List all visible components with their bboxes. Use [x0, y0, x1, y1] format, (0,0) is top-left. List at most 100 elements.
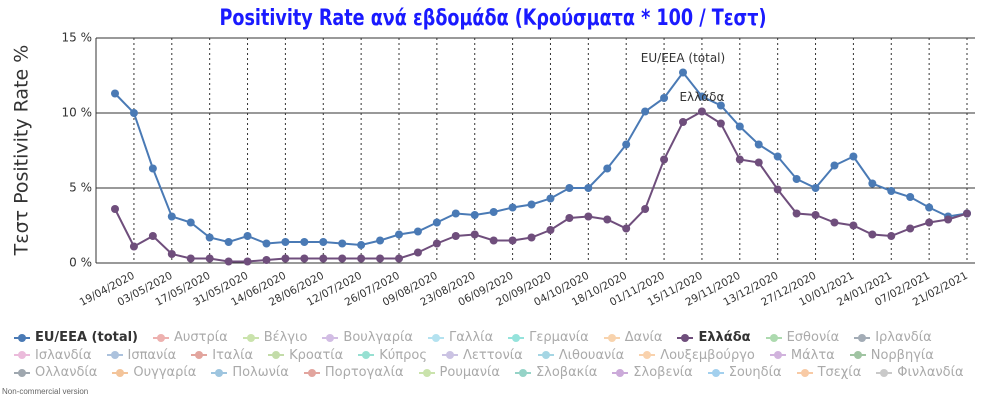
- legend-item[interactable]: Ισπανία: [106, 347, 177, 365]
- legend-swatch: [677, 333, 694, 343]
- legend-item[interactable]: Ιρλανδία: [854, 329, 932, 347]
- data-point: [243, 257, 252, 266]
- legend-label: Ελλάδα: [698, 330, 751, 345]
- legend-item[interactable]: Τσεχία: [796, 364, 861, 382]
- legend-item[interactable]: Ουγγαρία: [112, 364, 196, 382]
- data-point: [319, 238, 328, 246]
- legend-item[interactable]: Σλοβενία: [612, 364, 693, 382]
- data-point: [451, 209, 460, 218]
- chart: Positivity Rate ανά εβδομάδα (Κρούσματα …: [11, 6, 975, 309]
- data-point: [167, 250, 176, 258]
- data-point: [679, 68, 687, 77]
- legend-item[interactable]: Λεττονία: [441, 347, 523, 365]
- legend-label: Γαλλία: [448, 330, 494, 345]
- data-point: [868, 230, 877, 239]
- legend-item[interactable]: Ισλανδία: [14, 347, 92, 365]
- legend-swatch: [508, 333, 525, 343]
- legend-label: Λιθουανία: [558, 347, 625, 363]
- data-point: [205, 254, 214, 263]
- legend-item[interactable]: Αυστρία: [153, 329, 228, 347]
- data-point: [262, 256, 271, 264]
- legend-item[interactable]: Βέλγιο: [242, 329, 308, 347]
- data-point: [148, 164, 157, 173]
- data-point: [697, 107, 706, 116]
- legend-label: Ισλανδία: [35, 347, 92, 363]
- legend-item[interactable]: Ιταλία: [191, 347, 253, 365]
- legend-label: Κροατία: [289, 347, 344, 363]
- legend-label: Λεττονία: [462, 347, 523, 363]
- data-point: [129, 109, 138, 117]
- legend-item[interactable]: Βουλγαρία: [322, 329, 413, 347]
- data-point: [716, 101, 725, 110]
- data-point: [413, 227, 422, 236]
- data-point: [357, 254, 366, 263]
- data-point: [470, 230, 479, 239]
- data-point: [432, 218, 441, 227]
- legend-item[interactable]: Πορτογαλία: [303, 364, 404, 382]
- legend-swatch: [322, 333, 339, 343]
- data-point: [754, 140, 763, 149]
- legend-label: Εσθονία: [786, 330, 840, 345]
- y-tick-label: 15 %: [62, 31, 93, 45]
- data-point: [546, 194, 555, 203]
- data-point: [849, 221, 858, 230]
- legend-item[interactable]: Κύπρος: [358, 347, 427, 365]
- footer: Non-commercial version: [2, 387, 89, 396]
- legend-swatch: [112, 368, 129, 378]
- legend-item[interactable]: Λουξεμβούργο: [639, 347, 755, 365]
- legend-item[interactable]: Δανία: [603, 329, 662, 347]
- legend-label: Ιρλανδία: [875, 330, 932, 345]
- legend-swatch: [418, 368, 435, 378]
- data-point: [735, 155, 744, 164]
- legend-item[interactable]: Γερμανία: [508, 329, 589, 347]
- legend-item[interactable]: Γαλλία: [427, 329, 494, 347]
- data-point: [735, 122, 744, 131]
- data-point: [697, 92, 706, 101]
- legend-item[interactable]: Μάλτα: [769, 347, 835, 365]
- data-point: [830, 161, 839, 170]
- legend-item[interactable]: EU/EEA (total): [14, 329, 138, 347]
- data-point: [792, 209, 801, 218]
- legend-swatch: [639, 350, 656, 360]
- legend-swatch: [849, 350, 866, 360]
- legend-label: Κύπρος: [379, 347, 427, 363]
- legend-item[interactable]: Εσθονία: [765, 329, 840, 347]
- data-point: [584, 212, 593, 221]
- data-point: [906, 193, 915, 201]
- legend-item[interactable]: Ελλάδα: [677, 329, 751, 347]
- legend-item[interactable]: Ολλανδία: [14, 364, 97, 382]
- data-point: [319, 254, 328, 263]
- y-tick-label: 10 %: [62, 106, 93, 120]
- data-point: [963, 209, 971, 218]
- legend-item[interactable]: Πολωνία: [211, 364, 289, 382]
- data-point: [603, 215, 612, 224]
- legend-item[interactable]: Ρουμανία: [418, 364, 500, 382]
- legend-label: Ρουμανία: [439, 365, 500, 380]
- legend-label: Βέλγιο: [263, 330, 308, 345]
- legend-swatch: [769, 350, 786, 360]
- y-tick-label: 5 %: [69, 181, 92, 195]
- legend-item[interactable]: Σλοβακία: [514, 364, 597, 382]
- legend-item[interactable]: Κροατία: [268, 347, 343, 365]
- legend-item[interactable]: Λιθουανία: [537, 347, 625, 365]
- legend-swatch: [427, 333, 444, 343]
- data-point: [413, 248, 422, 257]
- data-point: [111, 205, 119, 213]
- legend-label: Γερμανία: [529, 330, 589, 345]
- legend-label: Ισπανία: [127, 347, 177, 363]
- legend-item[interactable]: Νορβηγία: [849, 347, 934, 365]
- legend-swatch: [854, 333, 871, 343]
- y-tick-label: 0 %: [69, 256, 92, 270]
- data-point: [906, 224, 915, 233]
- chart-title: Positivity Rate ανά εβδομάδα (Κρούσματα …: [220, 6, 767, 31]
- data-point: [186, 254, 195, 263]
- legend-item[interactable]: Σουηδία: [707, 364, 782, 382]
- data-point: [224, 257, 233, 266]
- legend-item[interactable]: Φινλανδία: [876, 364, 964, 382]
- data-point: [376, 236, 385, 245]
- data-point: [243, 232, 252, 240]
- data-point: [300, 254, 309, 263]
- data-point: [508, 236, 517, 245]
- legend-swatch: [242, 333, 259, 343]
